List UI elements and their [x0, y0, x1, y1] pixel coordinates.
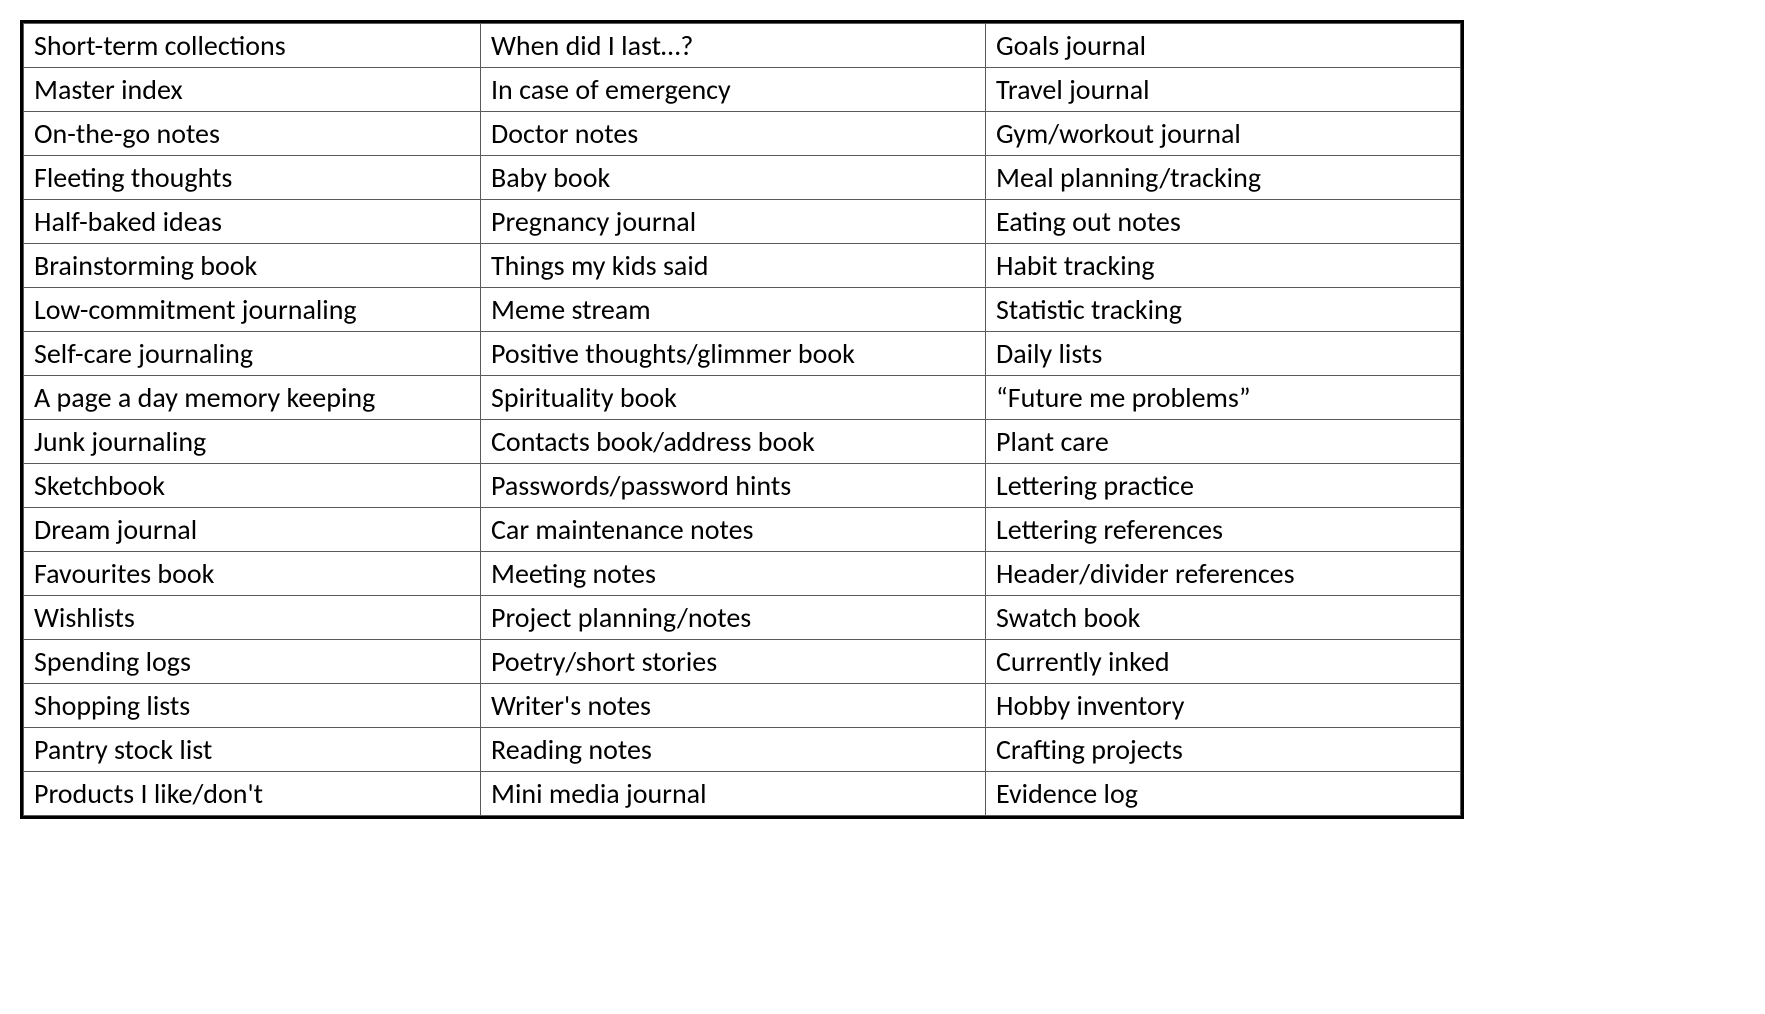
table-row: Junk journalingContacts book/address boo…	[24, 420, 1461, 464]
table-row: Favourites bookMeeting notesHeader/divid…	[24, 552, 1461, 596]
table-cell: Shopping lists	[24, 684, 481, 728]
table-cell: Goals journal	[986, 24, 1461, 68]
table-row: A page a day memory keepingSpirituality …	[24, 376, 1461, 420]
table-cell: Daily lists	[986, 332, 1461, 376]
table-cell: Evidence log	[986, 772, 1461, 816]
table-row: WishlistsProject planning/notesSwatch bo…	[24, 596, 1461, 640]
table-cell: Gym/workout journal	[986, 112, 1461, 156]
table-cell: In case of emergency	[481, 68, 986, 112]
table-cell: Pregnancy journal	[481, 200, 986, 244]
table-cell: When did I last…?	[481, 24, 986, 68]
table-cell: Products I like/don't	[24, 772, 481, 816]
table-cell: Fleeting thoughts	[24, 156, 481, 200]
table-row: Fleeting thoughtsBaby bookMeal planning/…	[24, 156, 1461, 200]
table-cell: A page a day memory keeping	[24, 376, 481, 420]
table-row: Spending logsPoetry/short storiesCurrent…	[24, 640, 1461, 684]
table-cell: Reading notes	[481, 728, 986, 772]
table-cell: Sketchbook	[24, 464, 481, 508]
table-cell: Statistic tracking	[986, 288, 1461, 332]
table-row: SketchbookPasswords/password hintsLetter…	[24, 464, 1461, 508]
table-row: On-the-go notesDoctor notesGym/workout j…	[24, 112, 1461, 156]
table-cell: Brainstorming book	[24, 244, 481, 288]
table-cell: Lettering references	[986, 508, 1461, 552]
table-cell: Spending logs	[24, 640, 481, 684]
table-cell: Short-term collections	[24, 24, 481, 68]
table-cell: Lettering practice	[986, 464, 1461, 508]
journal-ideas-table-container: Short-term collectionsWhen did I last…?G…	[20, 20, 1464, 819]
table-cell: Pantry stock list	[24, 728, 481, 772]
table-row: Dream journalCar maintenance notesLetter…	[24, 508, 1461, 552]
table-cell: Meeting notes	[481, 552, 986, 596]
table-cell: Hobby inventory	[986, 684, 1461, 728]
table-cell: On-the-go notes	[24, 112, 481, 156]
journal-ideas-table: Short-term collectionsWhen did I last…?G…	[23, 23, 1461, 816]
table-cell: Positive thoughts/glimmer book	[481, 332, 986, 376]
table-cell: Car maintenance notes	[481, 508, 986, 552]
table-cell: Master index	[24, 68, 481, 112]
table-row: Pantry stock listReading notesCrafting p…	[24, 728, 1461, 772]
table-cell: Currently inked	[986, 640, 1461, 684]
table-cell: Project planning/notes	[481, 596, 986, 640]
table-cell: Baby book	[481, 156, 986, 200]
table-cell: Favourites book	[24, 552, 481, 596]
table-row: Brainstorming bookThings my kids saidHab…	[24, 244, 1461, 288]
table-cell: Plant care	[986, 420, 1461, 464]
table-cell: Dream journal	[24, 508, 481, 552]
table-body: Short-term collectionsWhen did I last…?G…	[24, 24, 1461, 816]
table-cell: Wishlists	[24, 596, 481, 640]
table-row: Half-baked ideasPregnancy journalEating …	[24, 200, 1461, 244]
table-cell: Doctor notes	[481, 112, 986, 156]
table-cell: Self-care journaling	[24, 332, 481, 376]
table-cell: Habit tracking	[986, 244, 1461, 288]
table-row: Master indexIn case of emergencyTravel j…	[24, 68, 1461, 112]
table-cell: Meme stream	[481, 288, 986, 332]
table-cell: Crafting projects	[986, 728, 1461, 772]
table-row: Products I like/don'tMini media journalE…	[24, 772, 1461, 816]
table-row: Short-term collectionsWhen did I last…?G…	[24, 24, 1461, 68]
table-cell: Writer's notes	[481, 684, 986, 728]
table-cell: Header/divider references	[986, 552, 1461, 596]
table-cell: Half-baked ideas	[24, 200, 481, 244]
table-row: Low-commitment journalingMeme streamStat…	[24, 288, 1461, 332]
table-cell: Things my kids said	[481, 244, 986, 288]
table-cell: Poetry/short stories	[481, 640, 986, 684]
table-cell: Mini media journal	[481, 772, 986, 816]
table-cell: Passwords/password hints	[481, 464, 986, 508]
table-cell: Meal planning/tracking	[986, 156, 1461, 200]
table-cell: Contacts book/address book	[481, 420, 986, 464]
table-cell: Spirituality book	[481, 376, 986, 420]
table-cell: Eating out notes	[986, 200, 1461, 244]
table-cell: Low-commitment journaling	[24, 288, 481, 332]
table-cell: Swatch book	[986, 596, 1461, 640]
table-row: Shopping listsWriter's notesHobby invent…	[24, 684, 1461, 728]
table-cell: “Future me problems”	[986, 376, 1461, 420]
table-cell: Travel journal	[986, 68, 1461, 112]
table-cell: Junk journaling	[24, 420, 481, 464]
table-row: Self-care journalingPositive thoughts/gl…	[24, 332, 1461, 376]
